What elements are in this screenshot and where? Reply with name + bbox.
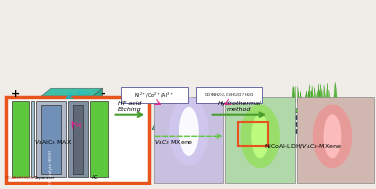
- Text: NiCoAl-LDH/V$_4$C$_3$T$_x$: NiCoAl-LDH/V$_4$C$_3$T$_x$: [4, 174, 39, 182]
- Polygon shape: [196, 125, 198, 129]
- Bar: [41, 105, 61, 174]
- Polygon shape: [203, 107, 205, 112]
- Polygon shape: [35, 107, 89, 112]
- Polygon shape: [334, 116, 337, 120]
- Polygon shape: [321, 90, 323, 100]
- Text: Al: Al: [77, 123, 82, 129]
- Ellipse shape: [312, 104, 352, 168]
- Text: AC: AC: [92, 175, 99, 180]
- Polygon shape: [314, 87, 316, 101]
- Polygon shape: [93, 88, 103, 133]
- Text: $V_4C_3$: $V_4C_3$: [76, 89, 90, 98]
- Polygon shape: [328, 90, 331, 100]
- Text: $V_4$AlC$_3$ MAX: $V_4$AlC$_3$ MAX: [34, 138, 72, 147]
- Ellipse shape: [240, 104, 280, 168]
- Text: NiCoAl-LDH/$V_4C_3$-MXene: NiCoAl-LDH/$V_4C_3$-MXene: [264, 142, 341, 151]
- Polygon shape: [335, 84, 337, 99]
- Bar: [31, 101, 34, 177]
- Polygon shape: [300, 91, 302, 102]
- Polygon shape: [318, 91, 320, 101]
- Polygon shape: [324, 85, 326, 100]
- Bar: [73, 105, 83, 174]
- Polygon shape: [294, 86, 296, 103]
- Polygon shape: [308, 84, 310, 101]
- Polygon shape: [334, 82, 336, 99]
- Bar: [154, 97, 223, 183]
- Polygon shape: [37, 101, 91, 107]
- Polygon shape: [307, 91, 309, 101]
- Polygon shape: [293, 86, 295, 103]
- Polygon shape: [162, 101, 208, 106]
- Text: +: +: [11, 89, 20, 99]
- Text: $V_4C_3$ MXene: $V_4C_3$ MXene: [154, 138, 194, 147]
- Polygon shape: [318, 91, 320, 101]
- Polygon shape: [157, 113, 203, 118]
- Polygon shape: [27, 128, 81, 133]
- Polygon shape: [331, 122, 334, 126]
- Polygon shape: [309, 91, 311, 101]
- Polygon shape: [323, 92, 325, 100]
- Ellipse shape: [323, 114, 341, 158]
- Polygon shape: [337, 109, 340, 113]
- Polygon shape: [300, 94, 302, 102]
- Polygon shape: [305, 93, 307, 102]
- Polygon shape: [41, 88, 103, 96]
- Text: -: -: [100, 89, 105, 99]
- Polygon shape: [305, 91, 307, 102]
- Bar: [4, 0, 376, 92]
- Polygon shape: [316, 91, 318, 101]
- Polygon shape: [159, 107, 205, 112]
- Text: HF acid
Etching: HF acid Etching: [118, 101, 141, 112]
- Text: Ni$^{2+}$/Co$^{2+}$/Al$^{3+}$: Ni$^{2+}$/Co$^{2+}$/Al$^{3+}$: [134, 91, 174, 100]
- Polygon shape: [281, 122, 334, 126]
- Polygon shape: [205, 101, 208, 106]
- Text: Hydrothermal
method: Hydrothermal method: [217, 101, 261, 112]
- Text: Separator: Separator: [35, 176, 55, 180]
- Polygon shape: [318, 84, 320, 101]
- Polygon shape: [297, 87, 300, 102]
- Polygon shape: [291, 87, 294, 103]
- Polygon shape: [287, 109, 340, 113]
- Ellipse shape: [179, 107, 199, 156]
- Polygon shape: [326, 83, 328, 100]
- Bar: [297, 97, 374, 183]
- Polygon shape: [307, 92, 309, 101]
- Polygon shape: [311, 91, 312, 101]
- Polygon shape: [155, 119, 200, 124]
- Polygon shape: [319, 89, 321, 101]
- Polygon shape: [297, 91, 300, 102]
- Polygon shape: [327, 129, 331, 133]
- Ellipse shape: [251, 114, 269, 158]
- Polygon shape: [320, 84, 322, 101]
- Polygon shape: [278, 129, 331, 133]
- FancyBboxPatch shape: [196, 87, 262, 103]
- Bar: [90, 101, 108, 177]
- Polygon shape: [198, 119, 200, 124]
- Polygon shape: [311, 92, 313, 101]
- Polygon shape: [31, 117, 85, 123]
- Polygon shape: [152, 125, 198, 129]
- Polygon shape: [33, 112, 87, 117]
- Polygon shape: [29, 123, 83, 128]
- Text: CO(NH$_2$)$_2$, C$_6$H$_{12}$O$_7$·H$_2$O: CO(NH$_2$)$_2$, C$_6$H$_{12}$O$_7$·H$_2$…: [204, 91, 255, 99]
- Bar: [36, 101, 66, 177]
- FancyBboxPatch shape: [121, 87, 188, 103]
- Bar: [226, 97, 295, 183]
- Bar: [12, 101, 29, 177]
- Polygon shape: [200, 113, 203, 118]
- Polygon shape: [312, 86, 314, 101]
- Ellipse shape: [169, 97, 209, 166]
- Polygon shape: [284, 116, 337, 120]
- Bar: [68, 101, 88, 177]
- Text: Electrolyte (KOH): Electrolyte (KOH): [49, 150, 53, 185]
- Polygon shape: [39, 96, 93, 101]
- FancyBboxPatch shape: [6, 97, 149, 183]
